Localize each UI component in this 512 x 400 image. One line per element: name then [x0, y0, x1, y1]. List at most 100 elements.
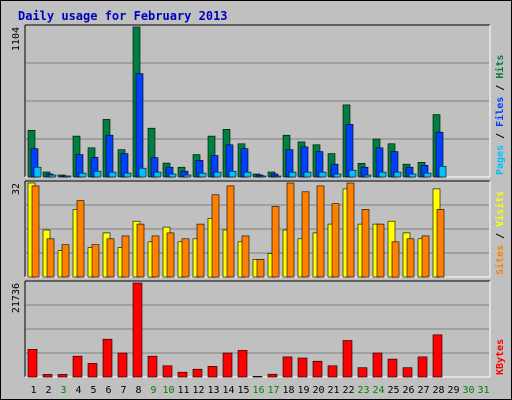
bar-kbytes-day-8 [132, 282, 143, 378]
day-label: 25 [387, 385, 399, 396]
legend: KBytes [495, 339, 506, 375]
day-label: 21 [327, 385, 339, 396]
bar-sites-day-6 [106, 238, 115, 278]
bar-pages-day-10 [168, 173, 177, 178]
bar-kbytes-day-27 [417, 356, 428, 378]
bar-sites-day-22 [346, 182, 355, 278]
bar-pages-day-6 [108, 171, 117, 178]
legend-pages: Pages [495, 145, 506, 175]
bar-sites-day-25 [391, 241, 400, 278]
day-label: 12 [192, 385, 204, 396]
bar-kbytes-day-2 [42, 374, 53, 378]
bar-pages-day-14 [228, 170, 237, 178]
day-label: 14 [222, 385, 234, 396]
bar-kbytes-day-1 [27, 348, 38, 378]
bar-pages-day-21 [333, 173, 342, 178]
bar-kbytes-day-28 [432, 334, 443, 378]
bar-pages-day-28 [438, 166, 447, 178]
day-label: 20 [312, 385, 324, 396]
bar-pages-day-13 [213, 171, 222, 178]
bar-pages-day-9 [153, 171, 162, 178]
bar-sites-day-10 [166, 232, 175, 278]
y-max-label: 1104 [11, 27, 22, 51]
bar-kbytes-day-24 [372, 352, 383, 378]
legend-separator: / [495, 79, 506, 97]
bar-sites-day-7 [121, 235, 130, 278]
legend-kbytes: KBytes [495, 339, 506, 375]
bar-sites-day-14 [226, 185, 235, 278]
legend-visits: Visits [494, 191, 506, 227]
bar-pages-day-18 [288, 171, 297, 178]
legend: Pages / Files / Hits [494, 55, 506, 175]
bar-sites-day-20 [316, 185, 325, 278]
bar-kbytes-day-15 [237, 350, 248, 378]
bar-pages-day-1 [33, 166, 42, 178]
bar-kbytes-day-22 [342, 340, 353, 378]
bar-kbytes-day-13 [207, 366, 218, 378]
bar-pages-day-24 [378, 171, 387, 178]
chart-panels: 1104 Pages / Files / Hits 32 Sites / Visits… [11, 24, 506, 378]
day-label: 30 [462, 385, 474, 396]
bar-sites-day-4 [76, 200, 85, 278]
day-label: 17 [267, 385, 279, 396]
day-axis: 1 2 3 4 5 6 7 8 9 10 11 12 13 14 15 16 17 18 19 20 21 22 23 24 2… [30, 385, 489, 396]
bar-sites-day-19 [301, 191, 310, 278]
bar-pages-day-26 [408, 173, 417, 178]
legend: Sites / Visits [494, 191, 506, 275]
bar-kbytes-day-10 [162, 365, 173, 378]
bar-kbytes-day-5 [87, 363, 98, 378]
bar-kbytes-day-6 [102, 338, 113, 378]
bar-sites-day-28 [436, 209, 445, 278]
legend-sites: Sites [494, 245, 506, 275]
day-label: 5 [90, 385, 96, 396]
bar-sites-day-11 [181, 238, 190, 278]
bar-sites-day-13 [211, 194, 220, 278]
bar-sites-day-9 [151, 235, 160, 278]
day-label: 26 [402, 385, 414, 396]
bar-pages-day-17 [273, 175, 282, 178]
day-label: 28 [432, 385, 444, 396]
bar-pages-day-11 [183, 174, 192, 178]
day-label: 13 [207, 385, 219, 396]
day-label: 19 [297, 385, 309, 396]
bar-kbytes-day-17 [267, 373, 278, 378]
day-label: 16 [252, 385, 264, 396]
day-label: 6 [105, 385, 111, 396]
y-max-label: 21736 [11, 283, 22, 313]
bar-pages-day-19 [303, 171, 312, 178]
chart-title: Daily usage for February 2013 [18, 9, 228, 23]
day-label: 29 [447, 385, 459, 396]
bar-pages-day-8 [138, 167, 147, 178]
bar-kbytes-day-4 [72, 355, 83, 378]
bar-sites-day-16 [256, 259, 265, 278]
bar-pages-day-2 [48, 174, 57, 178]
day-label: 31 [477, 385, 489, 396]
day-label: 24 [372, 385, 384, 396]
bar-kbytes-day-23 [357, 367, 368, 378]
bar-files-day-6 [105, 134, 114, 178]
bar-sites-day-18 [286, 182, 295, 278]
day-label: 9 [150, 385, 156, 396]
bar-sites-day-2 [46, 238, 55, 278]
bar-pages-day-4 [78, 172, 87, 178]
day-label: 1 [30, 385, 36, 396]
bar-sites-day-8 [136, 223, 145, 278]
bar-kbytes-day-20 [312, 360, 323, 378]
bar-files-day-8 [135, 73, 144, 178]
day-label: 8 [135, 385, 141, 396]
bar-kbytes-day-21 [327, 365, 338, 378]
day-label: 22 [342, 385, 354, 396]
bar-pages-day-7 [123, 172, 132, 178]
kbytes-panel: 21736 KBytes [11, 280, 506, 378]
day-label: 4 [75, 385, 81, 396]
bar-pages-day-16 [258, 175, 267, 178]
y-max-label: 32 [11, 183, 22, 195]
bar-kbytes-day-11 [177, 371, 188, 378]
bar-pages-day-20 [318, 171, 327, 178]
bar-sites-day-1 [31, 185, 40, 278]
bar-sites-day-26 [406, 238, 415, 278]
bar-sites-day-21 [331, 203, 340, 278]
day-label: 18 [282, 385, 294, 396]
bar-sites-day-23 [361, 209, 370, 278]
